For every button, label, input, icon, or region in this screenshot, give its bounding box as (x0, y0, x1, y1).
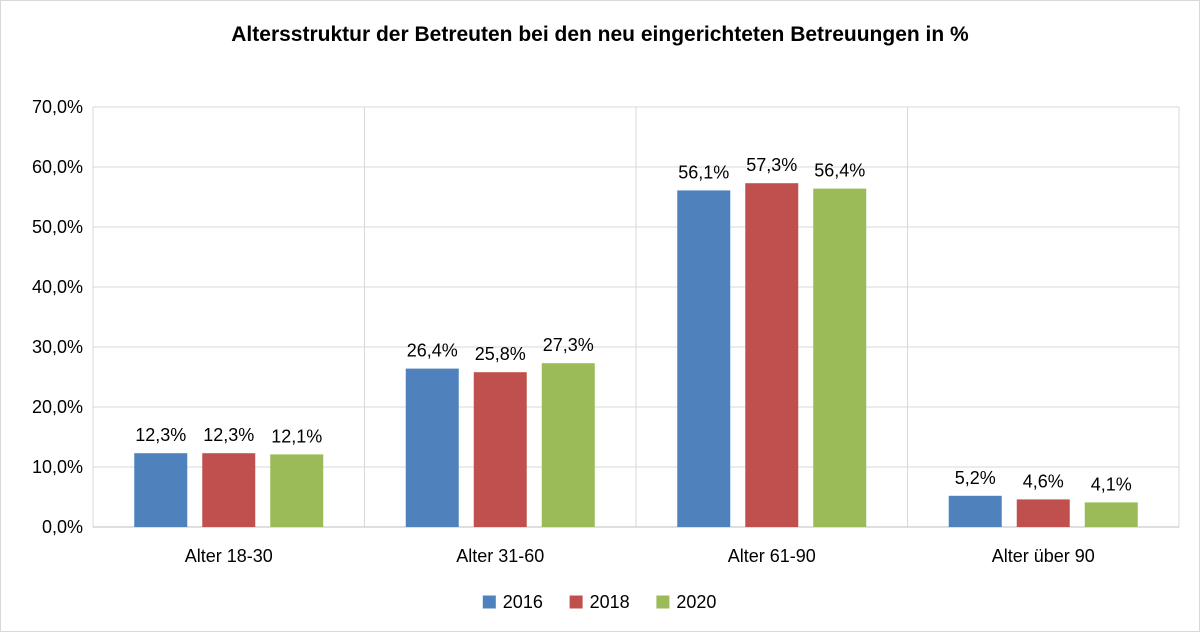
legend-label: 2016 (503, 592, 543, 612)
bar-2020-4 (1084, 502, 1138, 527)
data-label: 25,8% (475, 344, 526, 364)
data-label: 57,3% (746, 155, 797, 175)
bar-2016-1 (134, 453, 188, 527)
legend-label: 2020 (676, 592, 716, 612)
legend: 2016 2018 2020 (482, 592, 716, 612)
axes: 0,0% 10,0% 20,0% 30,0% 40,0% 50,0% 60,0% 70,0% A… (32, 97, 1179, 566)
legend-swatch-2018 (569, 595, 583, 609)
data-labels: 12,3% 12,3% 12,1% 26,4% 25,8% 27,3% 56,1% 57,3%… (135, 155, 1132, 494)
data-label: 4,1% (1091, 474, 1132, 494)
bar-2016-2 (405, 368, 459, 527)
bars (134, 183, 1138, 527)
x-tick-label: Alter über 90 (992, 546, 1095, 566)
bar-2018-4 (1016, 499, 1070, 527)
data-label: 56,4% (814, 161, 865, 181)
bar-2020-2 (541, 363, 595, 527)
data-label: 5,2% (955, 468, 996, 488)
data-label: 12,3% (203, 425, 254, 445)
bar-2016-4 (948, 495, 1002, 527)
data-label: 12,3% (135, 425, 186, 445)
y-tick-label: 50,0% (32, 217, 83, 237)
chart-title: Altersstruktur der Betreuten bei den neu… (231, 23, 969, 46)
bar-2018-3 (745, 183, 799, 527)
x-tick-label: Alter 31-60 (456, 546, 544, 566)
data-label: 4,6% (1023, 471, 1064, 491)
y-tick-label: 0,0% (42, 517, 83, 537)
y-tick-label: 40,0% (32, 277, 83, 297)
bar-2020-1 (270, 454, 324, 527)
gridlines (92, 106, 1180, 527)
legend-swatch-2016 (482, 595, 496, 609)
y-tick-label: 60,0% (32, 157, 83, 177)
legend-swatch-2020 (656, 595, 670, 609)
bar-2016-3 (677, 190, 731, 527)
legend-label: 2018 (590, 592, 630, 612)
y-tick-label: 20,0% (32, 397, 83, 417)
bar-2020-3 (813, 188, 867, 527)
data-label: 56,1% (678, 162, 729, 182)
y-tick-label: 30,0% (32, 337, 83, 357)
y-tick-label: 70,0% (32, 97, 83, 117)
data-label: 26,4% (407, 341, 458, 361)
x-tick-label: Alter 61-90 (728, 546, 816, 566)
y-tick-label: 10,0% (32, 457, 83, 477)
data-label: 27,3% (543, 335, 594, 355)
x-tick-label: Alter 18-30 (185, 546, 273, 566)
data-label: 12,1% (271, 426, 322, 446)
bar-2018-2 (473, 372, 527, 527)
bar-2018-1 (202, 453, 256, 527)
